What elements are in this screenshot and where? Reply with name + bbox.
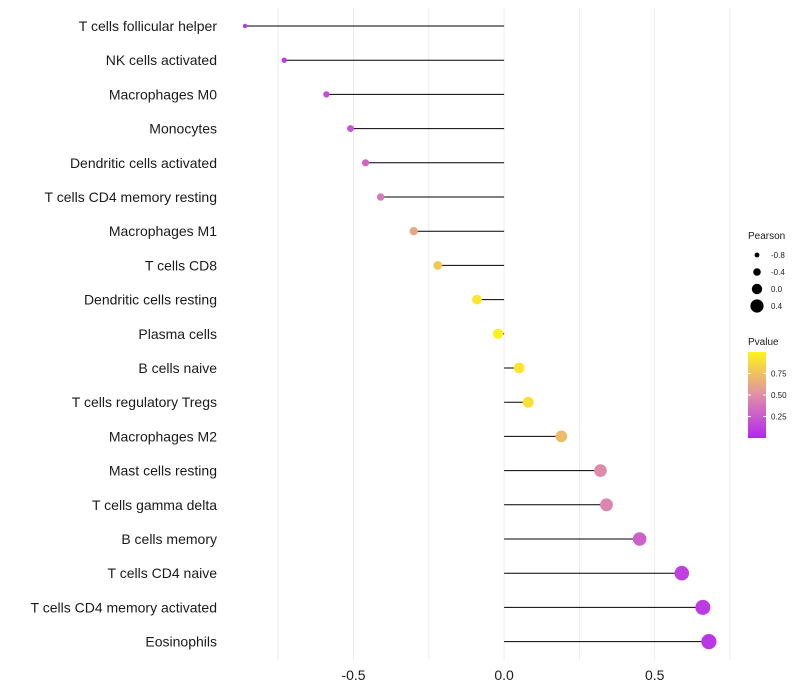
data-point [409, 227, 418, 236]
data-point [347, 125, 354, 133]
y-tick-label: Dendritic cells activated [70, 155, 217, 171]
y-tick-label: T cells CD4 memory activated [31, 599, 217, 615]
data-point [674, 565, 690, 581]
y-tick-label: Mast cells resting [109, 463, 217, 479]
x-tick-label: 0.0 [494, 667, 514, 683]
legend-pearson-title: Pearson [748, 231, 785, 242]
y-tick-label: Eosinophils [145, 634, 217, 650]
legend-pearson: Pearson -0.8 -0.4 0.0 0.4 [748, 231, 785, 313]
legend-size-key [753, 268, 761, 276]
legend-size-label: -0.4 [771, 268, 785, 277]
legend-color-label: 0.50 [771, 391, 787, 400]
y-tick-label: T cells follicular helper [79, 18, 218, 34]
y-tick-label: NK cells activated [106, 52, 217, 68]
y-tick-label: Macrophages M1 [109, 223, 217, 239]
y-tick-label: Plasma cells [138, 326, 217, 342]
y-tick-label: T cells CD4 memory resting [45, 189, 217, 205]
y-axis-labels: T cells follicular helper NK cells activa… [31, 18, 218, 650]
y-tick-label: T cells gamma delta [92, 497, 217, 513]
data-point [513, 362, 525, 374]
data-point [632, 532, 647, 546]
legend-pvalue-colorbar [748, 352, 766, 438]
y-tick-label: T cells CD4 naive [108, 565, 218, 581]
data-point [323, 91, 330, 98]
points [242, 23, 717, 650]
data-point [600, 498, 613, 512]
data-point [242, 23, 248, 29]
legend-pvalue: Pvalue 0.75 0.50 0.25 [748, 337, 787, 438]
x-axis-ticks: -0.5 0.0 0.5 [341, 667, 664, 683]
stems [245, 25, 709, 643]
x-tick-label: 0.5 [645, 667, 665, 683]
legend-size-label: 0.4 [771, 302, 783, 311]
grid [277, 8, 731, 660]
y-tick-label: Macrophages M2 [109, 428, 217, 444]
data-point [701, 634, 717, 650]
data-point [472, 294, 482, 305]
data-point [555, 430, 568, 443]
y-tick-label: B cells naive [138, 360, 217, 376]
y-tick-label: Monocytes [149, 121, 217, 137]
legend-size-key [754, 252, 760, 258]
y-tick-label: T cells CD8 [145, 257, 217, 273]
legend-size-label: -0.8 [771, 251, 785, 260]
legend-size-key [751, 283, 763, 295]
legend-pvalue-title: Pvalue [748, 337, 779, 348]
legend-color-label: 0.25 [771, 413, 787, 422]
data-point [376, 193, 385, 201]
data-point [433, 260, 443, 270]
y-tick-label: T cells regulatory Tregs [72, 394, 217, 410]
legend-color-label: 0.75 [771, 370, 787, 379]
data-point [361, 159, 370, 167]
legend-size-label: 0.0 [771, 285, 783, 294]
data-point [522, 396, 534, 408]
data-point [695, 599, 711, 615]
y-tick-label: Macrophages M0 [109, 86, 217, 102]
data-point [594, 464, 607, 477]
data-point [281, 57, 287, 63]
legend-size-key [750, 299, 764, 313]
y-tick-label: B cells memory [121, 531, 217, 547]
x-tick-label: -0.5 [341, 667, 365, 683]
data-point [492, 328, 504, 339]
y-tick-label: Dendritic cells resting [84, 292, 217, 308]
